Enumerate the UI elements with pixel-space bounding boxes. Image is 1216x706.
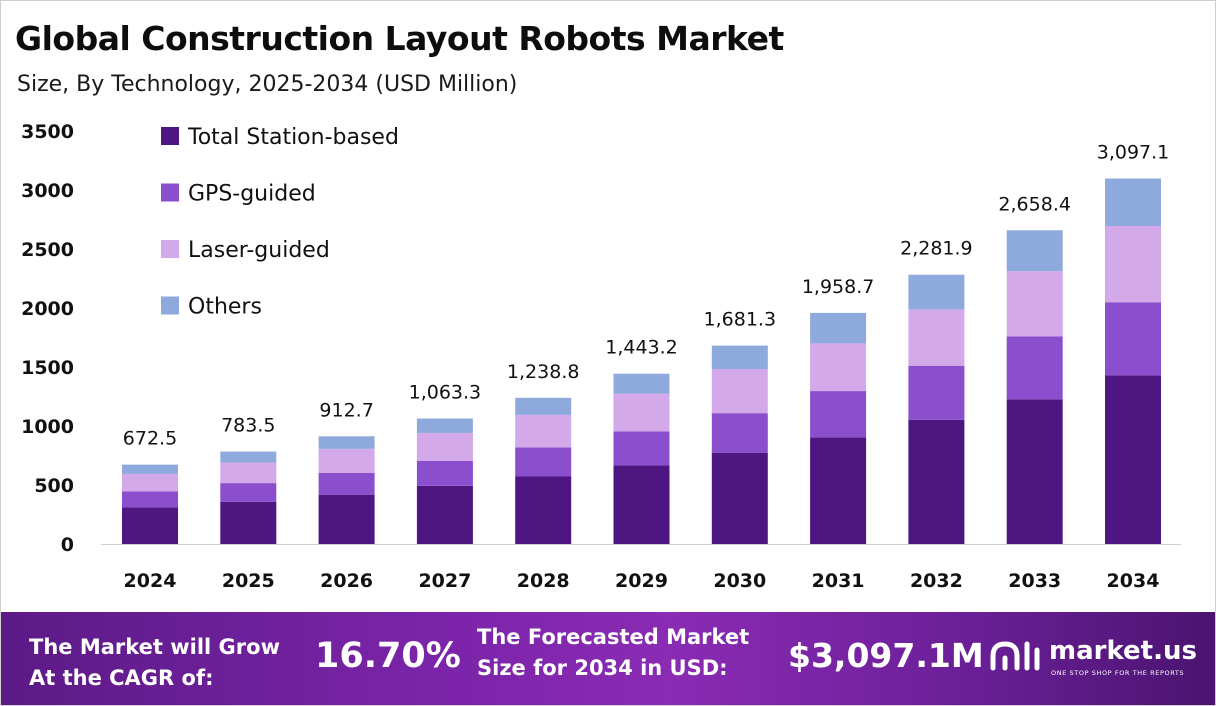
cagr-value: 16.70%: [315, 636, 461, 676]
brand-name: market.us: [1049, 636, 1197, 666]
bar-segment-laser-guided: [1006, 271, 1063, 337]
market-us-logo-icon: [990, 641, 1040, 671]
bar-segment-others: [1006, 230, 1063, 272]
bar-segment-laser-guided: [711, 369, 768, 414]
x-tick-label: 2034: [1107, 570, 1160, 592]
bar-segment-laser-guided: [908, 309, 965, 366]
forecast-size-label: The Forecasted Market Size for 2034 in U…: [477, 622, 749, 684]
bar-total-label: 1,063.3: [409, 382, 482, 404]
bar-segment-others: [810, 312, 867, 344]
bar-segment-gps-guided: [1105, 302, 1161, 376]
legend-label: GPS-guided: [188, 182, 316, 207]
bar-segment-others: [318, 436, 375, 449]
legend-label: Total Station-based: [187, 125, 399, 150]
bar-segment-others: [613, 373, 670, 394]
bar-segment-others: [220, 451, 277, 463]
bar-total-label: 2,281.9: [900, 238, 973, 260]
bar-segment-total-station-based: [122, 507, 178, 544]
bar-segment-total-station-based: [318, 494, 375, 544]
bar-segment-gps-guided: [416, 460, 473, 486]
y-tick-label: 3500: [21, 121, 74, 143]
x-tick-label: 2033: [1008, 570, 1061, 592]
x-tick-label: 2024: [124, 570, 177, 592]
x-tick-label: 2032: [910, 570, 963, 592]
forecast-size-label-line2: Size for 2034 in USD:: [477, 656, 728, 680]
x-tick-label: 2026: [320, 570, 373, 592]
y-tick-label: 2500: [21, 239, 74, 261]
brand-tagline: ONE STOP SHOP FOR THE REPORTS: [1051, 669, 1185, 677]
bar-segment-total-station-based: [416, 485, 473, 544]
bar-total-label: 3,097.1: [1097, 142, 1170, 164]
summary-banner: The Market will Grow At the CAGR of: 16.…: [1, 612, 1215, 705]
bar-segment-gps-guided: [1006, 336, 1063, 400]
x-tick-label: 2030: [713, 570, 766, 592]
legend-label: Others: [188, 295, 262, 320]
bar-segment-total-station-based: [1105, 375, 1161, 544]
bar-total-label: 1,958.7: [802, 276, 875, 298]
bar-total-label: 1,238.8: [507, 361, 580, 383]
bar-total-label: 1,681.3: [704, 309, 777, 331]
chart-subtitle: Size, By Technology, 2025-2034 (USD Mill…: [17, 72, 518, 97]
bar-segment-gps-guided: [515, 447, 572, 477]
bar-segment-total-station-based: [711, 452, 768, 544]
x-tick-label: 2029: [615, 570, 668, 592]
cagr-label-line1: The Market will Grow: [29, 635, 280, 659]
bar-total-label: 783.5: [221, 415, 275, 437]
bar-segment-total-station-based: [220, 501, 277, 544]
bar-segment-gps-guided: [220, 483, 277, 502]
chart-title: Global Construction Layout Robots Market: [15, 19, 784, 58]
bar-segment-others: [1105, 178, 1161, 226]
bar-total-label: 912.7: [319, 399, 373, 421]
y-tick-label: 1500: [21, 357, 74, 379]
legend-label: Laser-guided: [188, 238, 330, 263]
bar-segment-gps-guided: [318, 472, 375, 495]
forecast-size-label-line1: The Forecasted Market: [477, 625, 750, 649]
bar-segment-laser-guided: [416, 432, 473, 461]
bar-segment-total-station-based: [1006, 399, 1063, 544]
bar-segment-laser-guided: [613, 393, 670, 432]
cagr-label-line2: At the CAGR of:: [29, 666, 214, 690]
legend-swatch: [161, 183, 179, 202]
bar-segment-gps-guided: [122, 491, 178, 508]
forecast-size-value: $3,097.1M: [788, 636, 984, 675]
legend-swatch: [161, 296, 179, 315]
bar-segment-gps-guided: [810, 391, 867, 438]
bar-total-label: 1,443.2: [605, 337, 678, 359]
legend-swatch: [161, 240, 179, 258]
bar-segment-laser-guided: [515, 414, 572, 448]
y-tick-label: 3000: [21, 180, 74, 202]
bar-segment-others: [908, 274, 965, 310]
brand-logo[interactable]: market.us ONE STOP SHOP FOR THE REPORTS: [987, 636, 1207, 686]
cagr-label: The Market will Grow At the CAGR of:: [29, 632, 280, 694]
y-tick-label: 1000: [21, 416, 74, 438]
bar-segment-total-station-based: [908, 419, 965, 544]
bar-segment-laser-guided: [220, 462, 277, 484]
bar-segment-laser-guided: [318, 448, 375, 473]
legend-swatch: [161, 127, 179, 145]
x-tick-label: 2028: [517, 570, 570, 592]
bar-segment-others: [515, 397, 572, 415]
bar-segment-laser-guided: [122, 473, 178, 492]
bar-segment-total-station-based: [810, 437, 867, 544]
bar-segment-others: [416, 418, 473, 433]
x-tick-label: 2025: [222, 570, 275, 592]
x-tick-label: 2027: [418, 570, 471, 592]
bar-segment-laser-guided: [810, 343, 867, 392]
bar-segment-laser-guided: [1105, 225, 1161, 303]
y-tick-label: 500: [34, 475, 74, 497]
bar-segment-total-station-based: [515, 476, 572, 544]
y-tick-label: 0: [61, 534, 74, 556]
bar-segment-gps-guided: [613, 431, 670, 466]
bar-segment-others: [122, 464, 178, 474]
x-tick-label: 2031: [812, 570, 865, 592]
y-tick-label: 2000: [21, 298, 74, 320]
bar-segment-total-station-based: [613, 465, 670, 544]
bar-segment-gps-guided: [908, 365, 965, 420]
stacked-bar-chart: 0 500 1000 1500 2000 2500 3000 3500 672.5 2024 783…: [21, 121, 1181, 592]
bar-segment-gps-guided: [711, 413, 768, 453]
bar-total-label: 2,658.4: [998, 193, 1071, 215]
bar-total-label: 672.5: [123, 428, 177, 450]
bar-segment-others: [711, 345, 768, 370]
